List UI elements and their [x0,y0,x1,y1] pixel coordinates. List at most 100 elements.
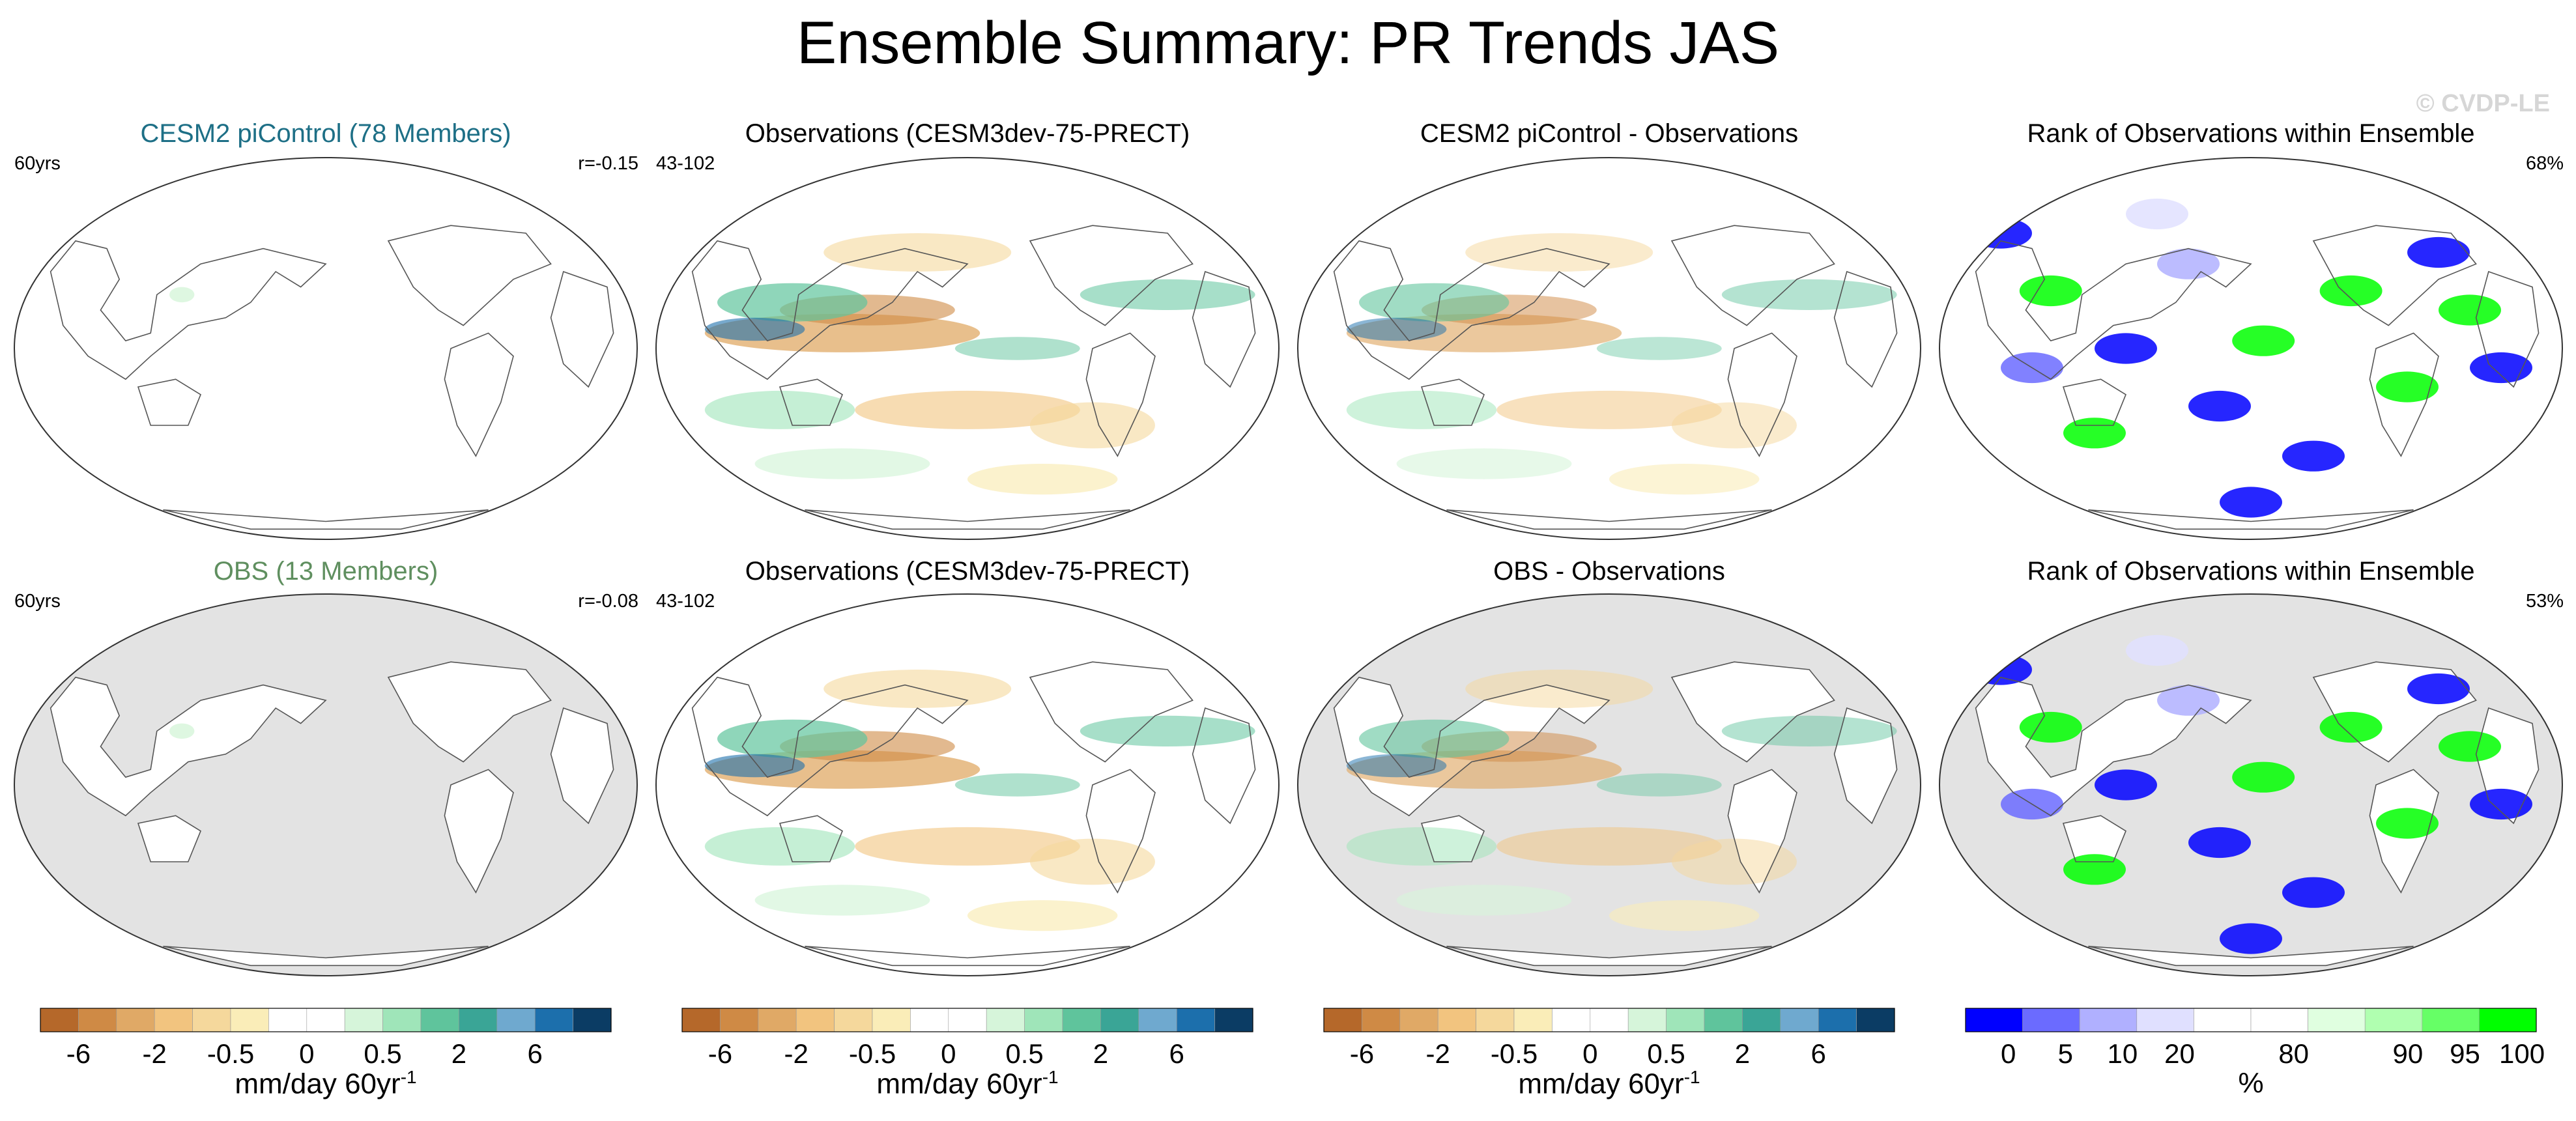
colorbar-swatch [78,1008,117,1032]
colorbar-tick-label: 0 [299,1038,314,1069]
colorbar-swatch [758,1008,797,1032]
panel-period-label: 60yrs [14,591,61,612]
coastlines [1333,225,1898,530]
colorbar-swatch [40,1008,79,1032]
colorbar-swatch [534,1008,573,1032]
map-border [655,593,1280,976]
panel-stat-label: r=-0.15 [578,153,638,174]
world-map [1297,157,1921,540]
colorbar-swatch [2079,1008,2138,1032]
colorbar-swatch [681,1008,721,1032]
colorbar-swatch [1024,1008,1063,1032]
world-map [655,157,1280,540]
panel-period-label: 60yrs [14,153,61,174]
colorbar-swatch [1627,1008,1667,1032]
coastlines [1975,225,2540,530]
colorbar-swatch [1965,1008,2023,1032]
watermark: © CVDP-LE [2416,90,2550,117]
colorbar-swatch [720,1008,759,1032]
colorbar-swatch [192,1008,231,1032]
colorbar-unit-label: mm/day 60yr-1 [1518,1067,1700,1100]
colorbar-tick-label: 20 [2164,1038,2195,1069]
colorbar-unit-label: % [2238,1067,2264,1099]
colorbar-swatch [420,1008,459,1032]
colorbar-swatch [1362,1008,1401,1032]
colorbar-swatch [1476,1008,1515,1032]
colorbar-tick-label: 90 [2393,1038,2424,1069]
colorbar-swatch [2194,1008,2252,1032]
colorbar-swatch [2422,1008,2480,1032]
panel-stat-label: 53% [2525,591,2564,612]
colorbar-tick-label: -2 [1426,1038,1450,1069]
colorbar-swatch [1590,1008,1629,1032]
colorbar-tick-label: 2 [451,1038,466,1069]
colorbar-tick-label: 5 [2058,1038,2073,1069]
colorbar-tick-label: -6 [66,1038,91,1069]
unit-superscript: -1 [1683,1067,1700,1087]
colorbar-swatch [910,1008,949,1032]
colorbar: -6 -2 -0.5 0 0.5 2 6 [1323,1008,1895,1069]
colorbar-swatch [1513,1008,1553,1032]
unit-superscript: -1 [1042,1067,1059,1087]
colorbar-swatch [1176,1008,1215,1032]
world-map [1939,157,2563,540]
colorbar-swatch [834,1008,873,1032]
colorbar-swatch [2364,1008,2423,1032]
colorbar-tick-label: -0.5 [849,1038,896,1069]
map-border [1297,157,1921,540]
colorbar-swatch [154,1008,193,1032]
world-map [14,593,638,976]
colorbar-swatch [1780,1008,1819,1032]
colorbar-tick-label: 6 [1169,1038,1184,1069]
colorbar: 0 5 10 20 80 90 95 100 [1965,1008,2545,1069]
map-border [1297,593,1921,976]
map-border [655,157,1280,540]
colorbar-tick-label: -0.5 [1491,1038,1538,1069]
colorbar-swatch [2022,1008,2080,1032]
panel-stat-label: r=-0.08 [578,591,638,612]
map-border [14,593,638,976]
colorbar: -6 -2 -0.5 0 0.5 2 6 [681,1008,1253,1069]
panel-stat-label: 68% [2525,153,2564,174]
panel-title: CESM2 piControl (78 Members) [140,119,511,148]
colorbar-swatch [986,1008,1025,1032]
world-map [1297,593,1921,976]
colorbar-swatch [459,1008,498,1032]
panel-period-label: 43-102 [656,591,715,612]
coastlines [691,225,1256,530]
colorbar-swatch [382,1008,422,1032]
colorbar-tick-label: 0.5 [1005,1038,1043,1069]
colorbar-swatch [1666,1008,1705,1032]
map-border [1939,157,2563,540]
world-map [655,593,1280,976]
colorbar-swatch [948,1008,987,1032]
coastlines [691,661,1256,967]
colorbar-swatch [573,1008,612,1032]
colorbar-swatch [1323,1008,1362,1032]
colorbar-swatch [872,1008,911,1032]
colorbar-tick-label: -6 [1350,1038,1374,1069]
panel-title: Rank of Observations within Ensemble [2027,557,2475,586]
panel-title: OBS - Observations [1493,557,1725,586]
colorbar-swatch [1742,1008,1781,1032]
colorbar-tick-label: 2 [1093,1038,1108,1069]
colorbar-swatch [1552,1008,1591,1032]
panel-title: Observations (CESM3dev-75-PRECT) [745,119,1190,148]
coastlines [1333,661,1898,967]
colorbar-unit-label: mm/day 60yr-1 [876,1067,1059,1100]
colorbar-swatch [344,1008,383,1032]
colorbar-unit-label: mm/day 60yr-1 [235,1067,417,1100]
colorbar-swatch [1704,1008,1743,1032]
world-map [1939,593,2563,976]
colorbar-tick-label: 6 [528,1038,543,1069]
colorbar-swatch [1062,1008,1101,1032]
map-border [1939,593,2563,976]
colorbar-swatch [1399,1008,1438,1032]
colorbar-swatch [2136,1008,2194,1032]
colorbar-tick-label: 0.5 [1647,1038,1685,1069]
colorbar-swatch [268,1008,308,1032]
colorbar-swatch [116,1008,155,1032]
colorbar-swatch [496,1008,536,1032]
colorbar-swatch [1818,1008,1857,1032]
colorbar-swatch [2308,1008,2366,1032]
